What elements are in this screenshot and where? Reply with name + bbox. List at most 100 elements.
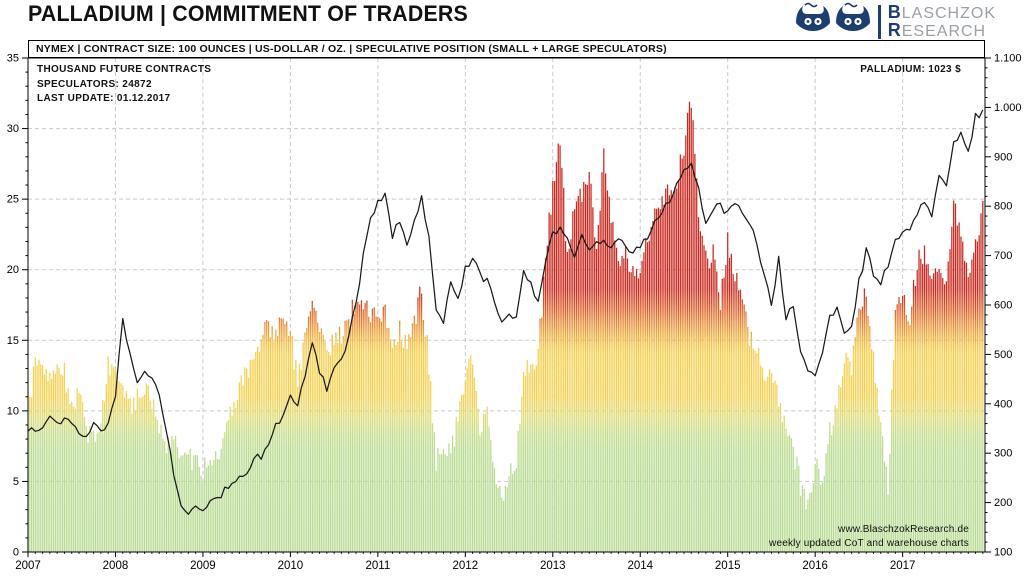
bar <box>521 396 523 552</box>
bar <box>255 351 257 552</box>
bar <box>430 381 432 552</box>
bar <box>754 350 756 552</box>
bar <box>335 332 337 552</box>
bar <box>461 394 463 552</box>
bar <box>637 278 640 552</box>
y-axis-tick-label: 10 <box>7 405 19 417</box>
bar <box>570 239 572 552</box>
bar <box>291 336 293 552</box>
bar <box>371 308 374 552</box>
bar <box>162 438 164 552</box>
bar <box>583 181 585 552</box>
year-tick-label: 2009 <box>190 560 216 572</box>
axis-ticks <box>22 57 991 557</box>
price-axis-tick-label: 200 <box>994 497 1012 509</box>
bar <box>615 247 618 552</box>
bar <box>659 209 661 552</box>
price-axis-tick-label: 1.000 <box>994 102 1022 114</box>
bar <box>641 260 643 552</box>
bar <box>635 269 638 552</box>
bar <box>100 423 102 552</box>
bar <box>320 328 322 552</box>
bar <box>165 453 168 552</box>
bar <box>52 370 55 552</box>
bar <box>349 326 352 552</box>
bar <box>958 222 960 552</box>
price-axis-tick-label: 100 <box>994 547 1012 559</box>
bar <box>386 327 388 552</box>
bar <box>809 493 811 552</box>
logo-initial-r: R <box>887 19 902 40</box>
bar <box>366 300 368 552</box>
bar <box>779 402 782 552</box>
bar <box>832 425 835 552</box>
bar <box>898 296 900 552</box>
bar <box>861 306 864 552</box>
bar <box>360 300 363 552</box>
bar <box>205 467 208 552</box>
bar <box>134 410 137 552</box>
bar <box>843 363 845 552</box>
bar <box>925 264 927 552</box>
logo-text: BLASCHZOK RESEARCH <box>887 3 996 40</box>
bar <box>154 416 157 552</box>
bar <box>595 249 598 553</box>
bar <box>147 385 149 552</box>
y-axis-tick-label: 25 <box>7 194 19 206</box>
y-axis-tick-label: 5 <box>13 476 19 488</box>
bar <box>54 373 56 552</box>
bar <box>431 423 434 552</box>
bar <box>236 399 239 552</box>
bar <box>329 355 332 552</box>
bar <box>287 336 290 552</box>
bar <box>280 318 282 552</box>
y-axis-tick-label: 0 <box>13 547 19 559</box>
bar <box>887 494 889 552</box>
bar <box>699 231 701 553</box>
bar <box>891 389 893 552</box>
bar <box>116 370 118 552</box>
price-axis-tick-label: 400 <box>994 398 1012 410</box>
bar <box>29 396 31 552</box>
bar <box>823 476 825 552</box>
bar <box>187 454 189 552</box>
bar <box>293 369 295 552</box>
year-tick-label: 2012 <box>453 560 479 572</box>
bar <box>761 367 763 552</box>
bar <box>74 408 76 552</box>
bar <box>51 378 53 552</box>
bar <box>83 416 86 552</box>
logo-word-2: ESEARCH <box>901 22 987 40</box>
bar <box>776 384 778 552</box>
bar <box>922 263 924 552</box>
bar <box>457 421 459 552</box>
bar <box>905 315 907 552</box>
bar <box>878 415 880 552</box>
bar <box>328 351 330 552</box>
bar <box>309 311 312 552</box>
bar <box>524 375 527 552</box>
bar <box>213 460 215 552</box>
bar <box>185 454 188 552</box>
bar <box>978 235 980 552</box>
bar <box>113 366 115 552</box>
bar <box>76 388 78 552</box>
bar <box>72 406 75 552</box>
bar <box>769 369 771 552</box>
bar <box>599 210 601 552</box>
bar <box>479 435 481 552</box>
bar <box>315 311 317 552</box>
bar <box>548 212 550 552</box>
bar <box>716 271 718 552</box>
bar <box>639 272 641 552</box>
bar <box>563 187 565 553</box>
bar <box>963 261 966 552</box>
bar <box>685 135 687 552</box>
price-axis-tick-label: 300 <box>994 448 1012 460</box>
bar <box>355 302 357 552</box>
bar <box>517 430 519 552</box>
bar <box>337 343 339 552</box>
bar <box>918 249 920 552</box>
bar <box>550 214 552 552</box>
bar <box>666 184 669 552</box>
